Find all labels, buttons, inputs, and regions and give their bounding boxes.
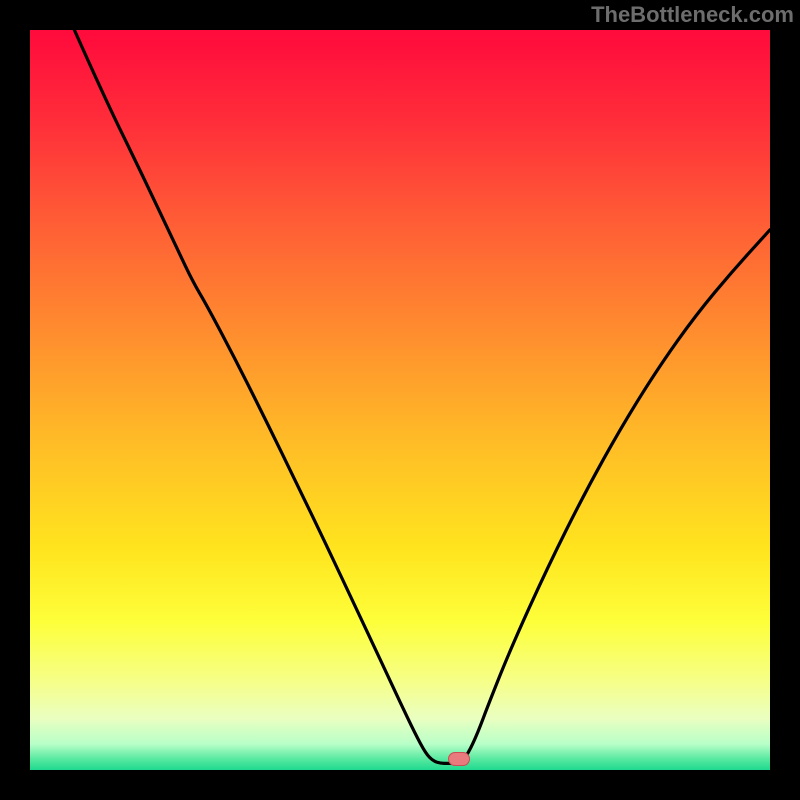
optimum-marker [448, 752, 470, 766]
curve-layer [30, 30, 770, 770]
chart-container: TheBottleneck.com [0, 0, 800, 800]
plot-area [30, 30, 770, 770]
attribution-label: TheBottleneck.com [591, 2, 794, 28]
bottleneck-curve [74, 30, 770, 763]
